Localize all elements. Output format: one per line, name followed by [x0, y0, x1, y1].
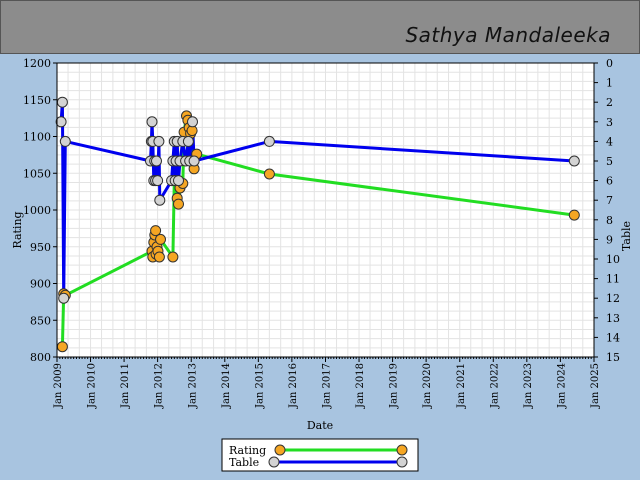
y2-tick-label: 7 — [606, 194, 613, 207]
y2-tick-label: 1 — [606, 77, 613, 90]
y2-tick-label: 5 — [606, 155, 613, 168]
point-table — [187, 116, 198, 128]
point-rating — [263, 168, 275, 180]
x-tick-label: Jan 2023 — [523, 363, 534, 409]
legend-label-table: Table — [229, 456, 259, 469]
y-tick-label: 1150 — [23, 94, 51, 107]
series — [55, 96, 580, 353]
point-rating — [56, 341, 68, 353]
y2-tick-label: 3 — [606, 116, 613, 129]
x-axis-label: Date — [307, 419, 333, 432]
point-table — [152, 175, 164, 187]
point-table — [154, 194, 166, 206]
x-tick-label: Jan 2024 — [556, 363, 567, 409]
x-tick-label: Jan 2018 — [355, 363, 366, 409]
point-table — [146, 116, 158, 128]
point-rating — [150, 225, 162, 237]
x-tick-label: Jan 2013 — [187, 363, 198, 409]
point-table — [59, 135, 71, 147]
y2-tick-label: 0 — [606, 57, 613, 70]
legend-marker-rating-start — [274, 444, 286, 456]
y2-tick-label: 12 — [606, 292, 620, 305]
y-tick-label: 1200 — [23, 57, 51, 70]
x-tick-label: Jan 2019 — [389, 363, 400, 409]
point-table — [58, 292, 70, 304]
legend-marker-rating-end — [396, 444, 408, 456]
y-axis-label: Rating — [11, 211, 24, 248]
point-table — [182, 135, 194, 147]
legend-box — [221, 438, 419, 472]
point-table — [56, 96, 68, 108]
point-table — [568, 155, 580, 167]
point-table — [188, 155, 200, 167]
point-table — [55, 116, 67, 128]
y2-tick-label: 15 — [606, 351, 620, 364]
x-tick-label: Jan 2016 — [288, 363, 299, 409]
y-tick-label: 1100 — [23, 131, 51, 144]
y-tick-label: 1000 — [23, 204, 51, 217]
x-tick-label: Jan 2011 — [120, 363, 131, 409]
x-tick-label: Jan 2017 — [322, 363, 333, 409]
point-table — [151, 155, 162, 167]
x-tick-label: Jan 2009 — [53, 363, 64, 409]
x-tick-label: Jan 2020 — [422, 363, 433, 409]
legend-marker-table-end — [396, 456, 408, 468]
point-rating — [167, 251, 179, 263]
x-tick-label: Jan 2014 — [221, 363, 232, 409]
point-table — [173, 175, 184, 187]
x-tick-label: Jan 2015 — [254, 363, 265, 409]
y-tick-label: 950 — [30, 241, 51, 254]
y2-tick-label: 6 — [606, 175, 613, 188]
y2-tick-label: 4 — [606, 135, 613, 148]
point-rating — [568, 209, 580, 221]
y2-tick-label: 13 — [606, 312, 620, 325]
legend: Rating Table — [221, 438, 419, 472]
y-tick-label: 1050 — [23, 167, 51, 180]
y-tick-label: 900 — [30, 278, 51, 291]
x-tick-label: Jan 2010 — [87, 363, 98, 409]
grid — [56, 62, 595, 358]
y2-axis-label: Table — [620, 221, 633, 251]
legend-marker-table-start — [268, 456, 280, 468]
x-tick-label: Jan 2025 — [590, 363, 601, 409]
y-tick-label: 800 — [30, 351, 51, 364]
y2-tick-label: 8 — [606, 214, 613, 227]
x-tick-label: Jan 2012 — [154, 363, 165, 409]
point-table — [263, 135, 275, 147]
point-rating — [173, 198, 184, 210]
x-tick-label: Jan 2021 — [456, 363, 467, 409]
y2-tick-label: 14 — [606, 331, 620, 344]
point-rating — [153, 251, 165, 263]
y2-tick-label: 2 — [606, 96, 613, 109]
y-tick-label: 850 — [30, 314, 51, 327]
point-table — [153, 135, 165, 147]
y2-tick-label: 11 — [606, 273, 620, 286]
y2-tick-label: 9 — [606, 233, 613, 246]
player-name: Sathya Mandaleeka — [405, 23, 611, 47]
x-tick-label: Jan 2022 — [489, 363, 500, 409]
y2-tick-label: 10 — [606, 253, 620, 266]
point-rating — [155, 233, 166, 245]
legend-label-rating: Rating — [229, 444, 266, 457]
title-bar: Sathya Mandaleeka — [0, 0, 640, 54]
